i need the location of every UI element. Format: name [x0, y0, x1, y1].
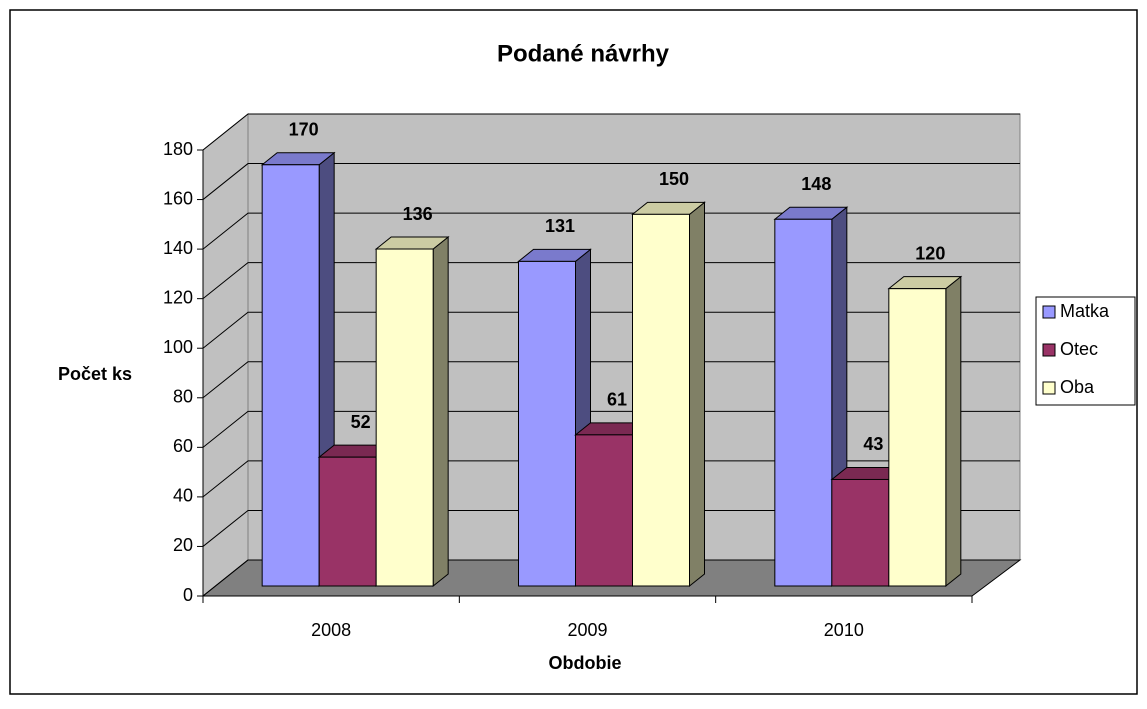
legend-label: Matka — [1060, 301, 1110, 321]
y-tick-label: 120 — [163, 287, 193, 307]
bar-side — [689, 201, 705, 588]
grid-line — [202, 361, 1020, 399]
bar — [261, 164, 320, 587]
value-label: 52 — [351, 412, 371, 432]
grid-line — [202, 113, 1020, 151]
side-wall — [202, 112, 249, 598]
bar — [888, 288, 947, 587]
value-label: 43 — [863, 434, 883, 454]
x-tick-label: 2008 — [311, 620, 351, 640]
bar — [575, 434, 633, 587]
value-label: 136 — [403, 204, 433, 224]
legend-label: Oba — [1060, 377, 1095, 397]
y-tick-label: 160 — [163, 188, 193, 208]
bar — [518, 260, 576, 587]
bar — [774, 218, 833, 587]
y-tick-label: 0 — [183, 585, 193, 605]
y-tick-label: 140 — [163, 238, 193, 258]
bar — [318, 456, 377, 587]
legend-swatch — [1042, 305, 1056, 319]
value-label: 170 — [289, 120, 319, 140]
chart-title: Podané návrhy — [497, 40, 670, 67]
value-label: 150 — [659, 169, 689, 189]
legend-swatch — [1042, 381, 1056, 395]
y-axis-label: Počet ks — [58, 364, 132, 384]
x-tick-label: 2010 — [824, 620, 864, 640]
value-label: 131 — [545, 216, 575, 236]
y-tick-label: 20 — [173, 535, 193, 555]
legend-swatch — [1042, 343, 1056, 357]
y-tick-label: 100 — [163, 337, 193, 357]
bar-side — [432, 235, 449, 588]
grid-line — [202, 559, 1020, 597]
y-tick-label: 40 — [173, 486, 193, 506]
value-label: 61 — [607, 390, 627, 410]
value-label: 148 — [801, 174, 831, 194]
grid-line — [202, 311, 1020, 349]
value-label: 120 — [915, 243, 945, 263]
x-axis-label: Obdobie — [549, 653, 622, 673]
y-tick-label: 60 — [173, 436, 193, 456]
grid-line — [202, 460, 1020, 498]
legend-label: Otec — [1060, 339, 1098, 359]
y-tick-label: 80 — [173, 387, 193, 407]
grid-line — [202, 509, 1020, 547]
grid-line — [202, 163, 1020, 200]
bar — [375, 248, 434, 587]
bar-side — [945, 275, 962, 588]
grid-line — [202, 212, 1020, 250]
x-tick-label: 2009 — [567, 620, 607, 640]
grid-line — [202, 410, 1020, 448]
grid-line — [202, 262, 1020, 300]
bar — [831, 478, 890, 587]
y-tick-label: 180 — [163, 139, 193, 159]
bar — [632, 213, 690, 587]
